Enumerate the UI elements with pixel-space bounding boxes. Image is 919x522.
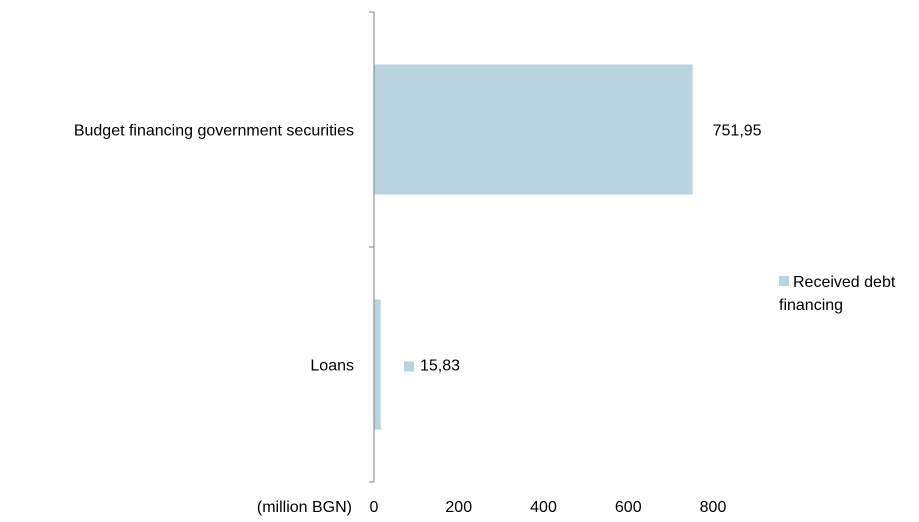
x-tick-label: 600	[615, 499, 642, 516]
category-label: Budget financing government securities	[74, 123, 354, 140]
plot-area: 0 200 400 600 800 Budget financing governmen…	[74, 11, 762, 516]
bar	[374, 299, 381, 430]
value-label-marker	[404, 361, 414, 372]
x-tick-label: 200	[445, 499, 472, 516]
y-axis-ticks	[369, 11, 374, 483]
legend: Received debt financing	[779, 274, 896, 314]
x-axis-ticks: 0 200 400 600 800	[370, 499, 727, 516]
legend-swatch	[779, 276, 789, 286]
x-axis-title: (million BGN)	[257, 499, 352, 516]
legend-label-line-2: financing	[779, 297, 843, 314]
bar	[374, 64, 693, 195]
value-labels: 751,95 15,83	[404, 123, 762, 375]
value-label: 751,95	[713, 123, 762, 140]
x-tick-label: 0	[370, 499, 379, 516]
bars	[374, 64, 693, 430]
category-label: Loans	[310, 358, 354, 375]
x-tick-label: 800	[700, 499, 727, 516]
value-label: 15,83	[420, 358, 460, 375]
legend-label-line-1: Received debt	[793, 274, 896, 291]
x-tick-label: 400	[530, 499, 557, 516]
category-labels: Budget financing government securities Lo…	[74, 123, 354, 375]
